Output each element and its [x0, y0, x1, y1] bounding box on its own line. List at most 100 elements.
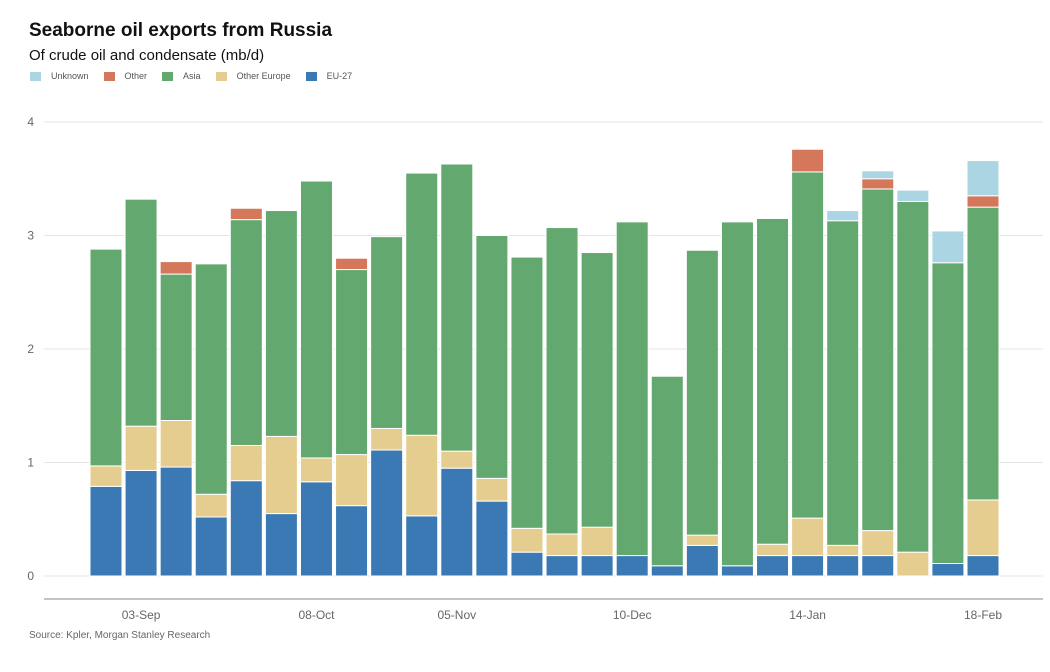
- legend: Unknown Other Asia Other Europe EU-27: [30, 69, 367, 83]
- bar-segment: [370, 449, 404, 577]
- legend-swatch-other-europe: [215, 71, 227, 81]
- bar-segment: [89, 248, 123, 467]
- bar-segment: [545, 227, 579, 535]
- bar-segment: [440, 467, 474, 577]
- y-tick-label: 3: [27, 229, 34, 243]
- bar-segment: [966, 555, 1000, 577]
- bar-segment: [229, 219, 263, 446]
- y-tick-label: 1: [27, 456, 34, 470]
- bar-segment: [791, 517, 825, 557]
- chart-title: Seaborne oil exports from Russia: [29, 20, 333, 41]
- bar-segment: [931, 230, 965, 264]
- y-tick-label: 0: [27, 569, 34, 583]
- chart-subtitle: Of crude oil and condensate (mb/d): [29, 47, 265, 64]
- bar-segment: [791, 148, 825, 173]
- x-tick-label: 08-Oct: [298, 608, 335, 622]
- legend-item-other-europe[interactable]: Other Europe: [215, 71, 291, 81]
- bar-segment: [335, 454, 369, 507]
- bar-segment: [685, 544, 719, 577]
- bar-segment: [580, 526, 614, 557]
- bar-segment: [826, 210, 860, 222]
- bar-segment: [861, 170, 895, 180]
- y-tick-label: 4: [27, 115, 34, 129]
- bar-segment: [159, 420, 193, 468]
- bar-segment: [475, 477, 509, 502]
- bar-segment: [685, 534, 719, 546]
- bar-segment: [159, 466, 193, 577]
- bar-segment: [89, 485, 123, 577]
- bar-segment: [545, 555, 579, 577]
- bar-segment: [264, 210, 298, 437]
- legend-label-asia: Asia: [183, 71, 201, 81]
- legend-swatch-other: [103, 71, 115, 81]
- legend-item-other[interactable]: Other: [103, 71, 148, 81]
- bar-segment: [264, 435, 298, 515]
- bar-segment: [194, 493, 228, 518]
- bar-segment: [475, 500, 509, 577]
- bar-segment: [966, 195, 1000, 208]
- bar-segment: [756, 217, 790, 545]
- bar-segment: [756, 543, 790, 557]
- x-tick-label: 03-Sep: [122, 608, 161, 622]
- bar-segment: [580, 555, 614, 577]
- bar-segment: [966, 160, 1000, 197]
- legend-label-other: Other: [124, 71, 148, 81]
- bar-segment: [685, 249, 719, 536]
- bar-segment: [264, 513, 298, 577]
- legend-label-unknown: Unknown: [51, 71, 89, 81]
- bar-segment: [124, 198, 158, 427]
- bar-segment: [510, 256, 544, 529]
- bar-segment: [826, 220, 860, 546]
- bar-segment: [966, 499, 1000, 557]
- bar-segment: [299, 481, 333, 577]
- bar-segment: [861, 178, 895, 190]
- legend-swatch-asia: [162, 71, 174, 81]
- bar-segment: [194, 516, 228, 577]
- bar-segment: [440, 450, 474, 469]
- bar-segment: [335, 269, 369, 456]
- bar-segment: [650, 565, 684, 577]
- bar-segment: [966, 206, 1000, 501]
- bar-segment: [580, 252, 614, 528]
- bar-segment: [159, 261, 193, 275]
- source-note: Source: Kpler, Morgan Stanley Research: [29, 630, 211, 641]
- bar-segment: [229, 480, 263, 577]
- x-tick-label: 18-Feb: [964, 608, 1002, 622]
- bar-segment: [615, 555, 649, 577]
- bar-segment: [826, 555, 860, 577]
- bar-segment: [861, 555, 895, 577]
- bar-segment: [826, 544, 860, 557]
- bar-segment: [194, 263, 228, 495]
- bar-segment: [440, 163, 474, 452]
- x-tick-label: 14-Jan: [789, 608, 826, 622]
- bar-segment: [370, 427, 404, 451]
- bar-segment: [791, 171, 825, 519]
- bar-segment: [931, 262, 965, 565]
- bar-segment: [229, 207, 263, 221]
- bar-segment: [756, 555, 790, 577]
- bar-segment: [370, 236, 404, 429]
- legend-item-eu27[interactable]: EU-27: [305, 71, 353, 81]
- bar-segment: [896, 200, 930, 553]
- legend-label-eu27: EU-27: [326, 71, 353, 81]
- bar-segment: [650, 375, 684, 567]
- x-tick-label: 05-Nov: [437, 608, 476, 622]
- bar-segment: [299, 180, 333, 459]
- bar-segment: [335, 257, 369, 271]
- bar-segment: [510, 527, 544, 553]
- bar-segment: [896, 551, 930, 577]
- bar-segment: [405, 172, 439, 436]
- legend-label-other-europe: Other Europe: [236, 71, 291, 81]
- bar-segment: [405, 434, 439, 517]
- legend-item-unknown[interactable]: Unknown: [30, 71, 89, 81]
- bar-segment: [405, 515, 439, 577]
- bar-segment: [791, 555, 825, 577]
- bar-segment: [229, 444, 263, 482]
- legend-item-asia[interactable]: Asia: [162, 71, 201, 81]
- bar-segment: [720, 565, 754, 577]
- bar-segment: [124, 469, 158, 577]
- bar-segment: [545, 533, 579, 557]
- bar-segment: [475, 235, 509, 479]
- bar-segment: [720, 221, 754, 567]
